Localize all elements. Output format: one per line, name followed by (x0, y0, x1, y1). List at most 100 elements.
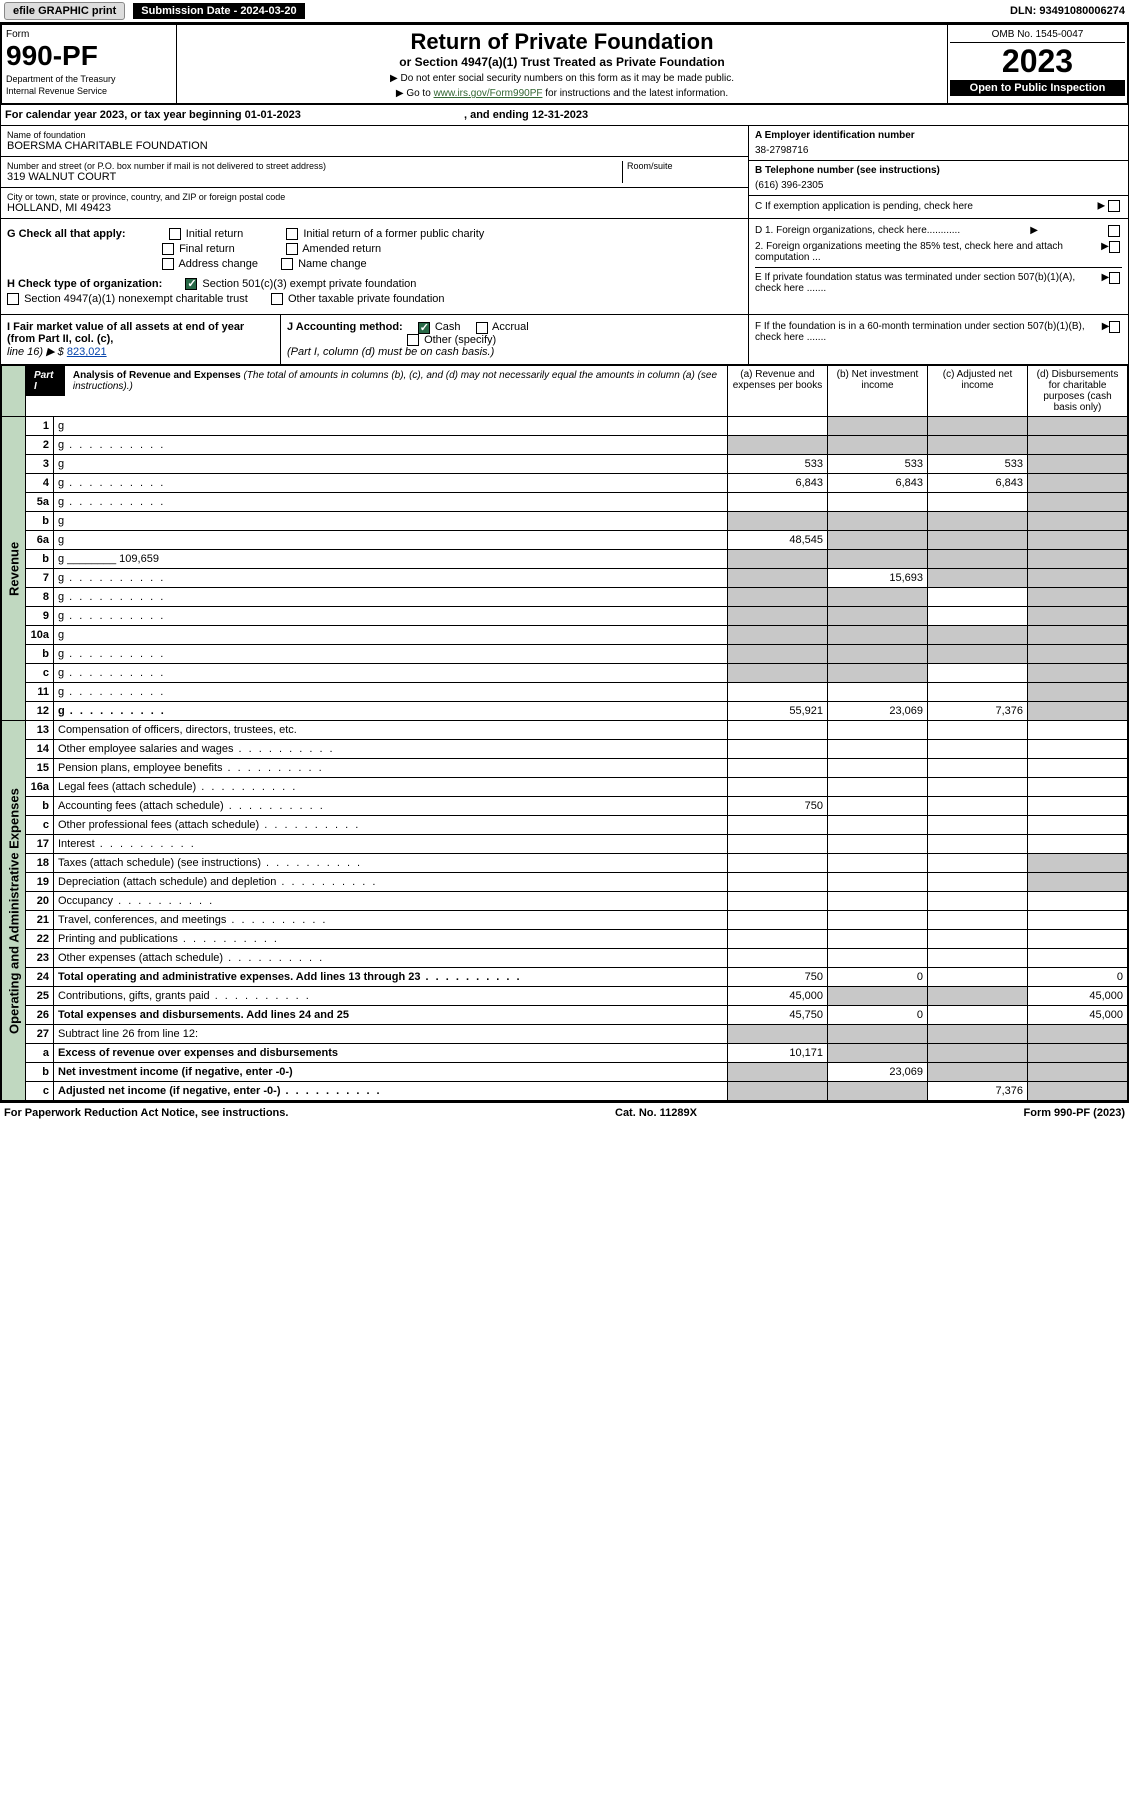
other-method-checkbox[interactable] (407, 334, 419, 346)
expenses-side-label: Operating and Administrative Expenses (2, 721, 26, 1101)
row-number: 27 (26, 1025, 54, 1044)
row-number: 24 (26, 968, 54, 987)
amount-cell (928, 607, 1028, 626)
amount-cell (928, 683, 1028, 702)
address-change-checkbox[interactable] (162, 258, 174, 270)
amount-cell (928, 835, 1028, 854)
row-desc: g (54, 607, 728, 626)
open-public: Open to Public Inspection (950, 80, 1125, 96)
cash-checkbox[interactable] (418, 322, 430, 334)
row-desc: Adjusted net income (if negative, enter … (54, 1082, 728, 1101)
amount-cell (928, 1044, 1028, 1063)
amended-checkbox[interactable] (286, 243, 298, 255)
city-label: City or town, state or province, country… (7, 192, 742, 202)
amount-cell (1028, 1025, 1128, 1044)
foundation-name: BOERSMA CHARITABLE FOUNDATION (7, 140, 742, 152)
col-b-header: (b) Net investment income (828, 366, 928, 417)
amount-cell (1028, 474, 1128, 493)
row-desc: Contributions, gifts, grants paid (54, 987, 728, 1006)
instr-1: ▶ Do not enter social security numbers o… (185, 73, 939, 84)
part1-tag: Part I (26, 366, 65, 396)
amount-cell (728, 1063, 828, 1082)
amount-cell (928, 721, 1028, 740)
amount-cell (1028, 835, 1128, 854)
exemption-checkbox[interactable] (1108, 200, 1120, 212)
instr-2: ▶ Go to www.irs.gov/Form990PF for instru… (185, 88, 939, 99)
amount-cell (828, 512, 928, 531)
amount-cell (928, 778, 1028, 797)
amount-cell: 10,171 (728, 1044, 828, 1063)
amount-cell (1028, 1063, 1128, 1082)
i-label: I Fair market value of all assets at end… (7, 321, 244, 345)
amount-cell (828, 740, 928, 759)
row-number: 25 (26, 987, 54, 1006)
amount-cell (828, 683, 928, 702)
final-return-checkbox[interactable] (162, 243, 174, 255)
amount-cell: 0 (828, 1006, 928, 1025)
amount-cell (1028, 1044, 1128, 1063)
amount-cell (1028, 930, 1128, 949)
row-number: 20 (26, 892, 54, 911)
amount-cell (728, 854, 828, 873)
fmv-row: I Fair market value of all assets at end… (0, 315, 1129, 365)
row-desc: Accounting fees (attach schedule) (54, 797, 728, 816)
row-desc: g (54, 626, 728, 645)
amount-cell (928, 588, 1028, 607)
page-footer: For Paperwork Reduction Act Notice, see … (0, 1102, 1129, 1123)
row-desc: g (54, 512, 728, 531)
f-checkbox[interactable] (1109, 321, 1120, 333)
amount-cell (928, 797, 1028, 816)
row-number: 11 (26, 683, 54, 702)
amount-cell (928, 1063, 1028, 1082)
501c3-checkbox[interactable] (185, 278, 197, 290)
d1-label: D 1. Foreign organizations, check here..… (755, 225, 960, 237)
amount-cell (1028, 417, 1128, 436)
row-number: 9 (26, 607, 54, 626)
row-number: 23 (26, 949, 54, 968)
amount-cell (928, 417, 1028, 436)
phone-value: (616) 396-2305 (755, 180, 1122, 191)
row-desc: g (54, 588, 728, 607)
fmv-value[interactable]: 823,021 (67, 346, 107, 358)
accrual-checkbox[interactable] (476, 322, 488, 334)
name-change-checkbox[interactable] (281, 258, 293, 270)
row-number: 10a (26, 626, 54, 645)
initial-former-checkbox[interactable] (286, 228, 298, 240)
col-a-header: (a) Revenue and expenses per books (728, 366, 828, 417)
amount-cell (1028, 645, 1128, 664)
row-desc: Other employee salaries and wages (54, 740, 728, 759)
initial-return-checkbox[interactable] (169, 228, 181, 240)
d2-checkbox[interactable] (1109, 241, 1120, 253)
amount-cell (928, 873, 1028, 892)
other-taxable-checkbox[interactable] (271, 293, 283, 305)
amount-cell (828, 1025, 928, 1044)
submission-date: Submission Date - 2024-03-20 (133, 3, 304, 19)
4947-checkbox[interactable] (7, 293, 19, 305)
amount-cell (928, 987, 1028, 1006)
amount-cell (828, 417, 928, 436)
efile-button[interactable]: efile GRAPHIC print (4, 2, 125, 20)
amount-cell (828, 854, 928, 873)
amount-cell (928, 664, 1028, 683)
amount-cell (1028, 455, 1128, 474)
amount-cell (1028, 1082, 1128, 1101)
amount-cell: 0 (828, 968, 928, 987)
row-number: b (26, 797, 54, 816)
row-number: 15 (26, 759, 54, 778)
irs-link[interactable]: www.irs.gov/Form990PF (434, 88, 543, 99)
dln: DLN: 93491080006274 (1010, 5, 1125, 17)
e-checkbox[interactable] (1109, 272, 1120, 284)
amount-cell: 533 (728, 455, 828, 474)
revenue-side-label: Revenue (2, 417, 26, 721)
row-number: 26 (26, 1006, 54, 1025)
amount-cell: 23,069 (828, 1063, 928, 1082)
row-number: 22 (26, 930, 54, 949)
row-number: b (26, 550, 54, 569)
row-number: 1 (26, 417, 54, 436)
amount-cell (928, 1025, 1028, 1044)
row-desc: Other professional fees (attach schedule… (54, 816, 728, 835)
amount-cell (728, 778, 828, 797)
amount-cell (928, 569, 1028, 588)
d1-checkbox[interactable] (1108, 225, 1120, 237)
row-desc: Taxes (attach schedule) (see instruction… (54, 854, 728, 873)
